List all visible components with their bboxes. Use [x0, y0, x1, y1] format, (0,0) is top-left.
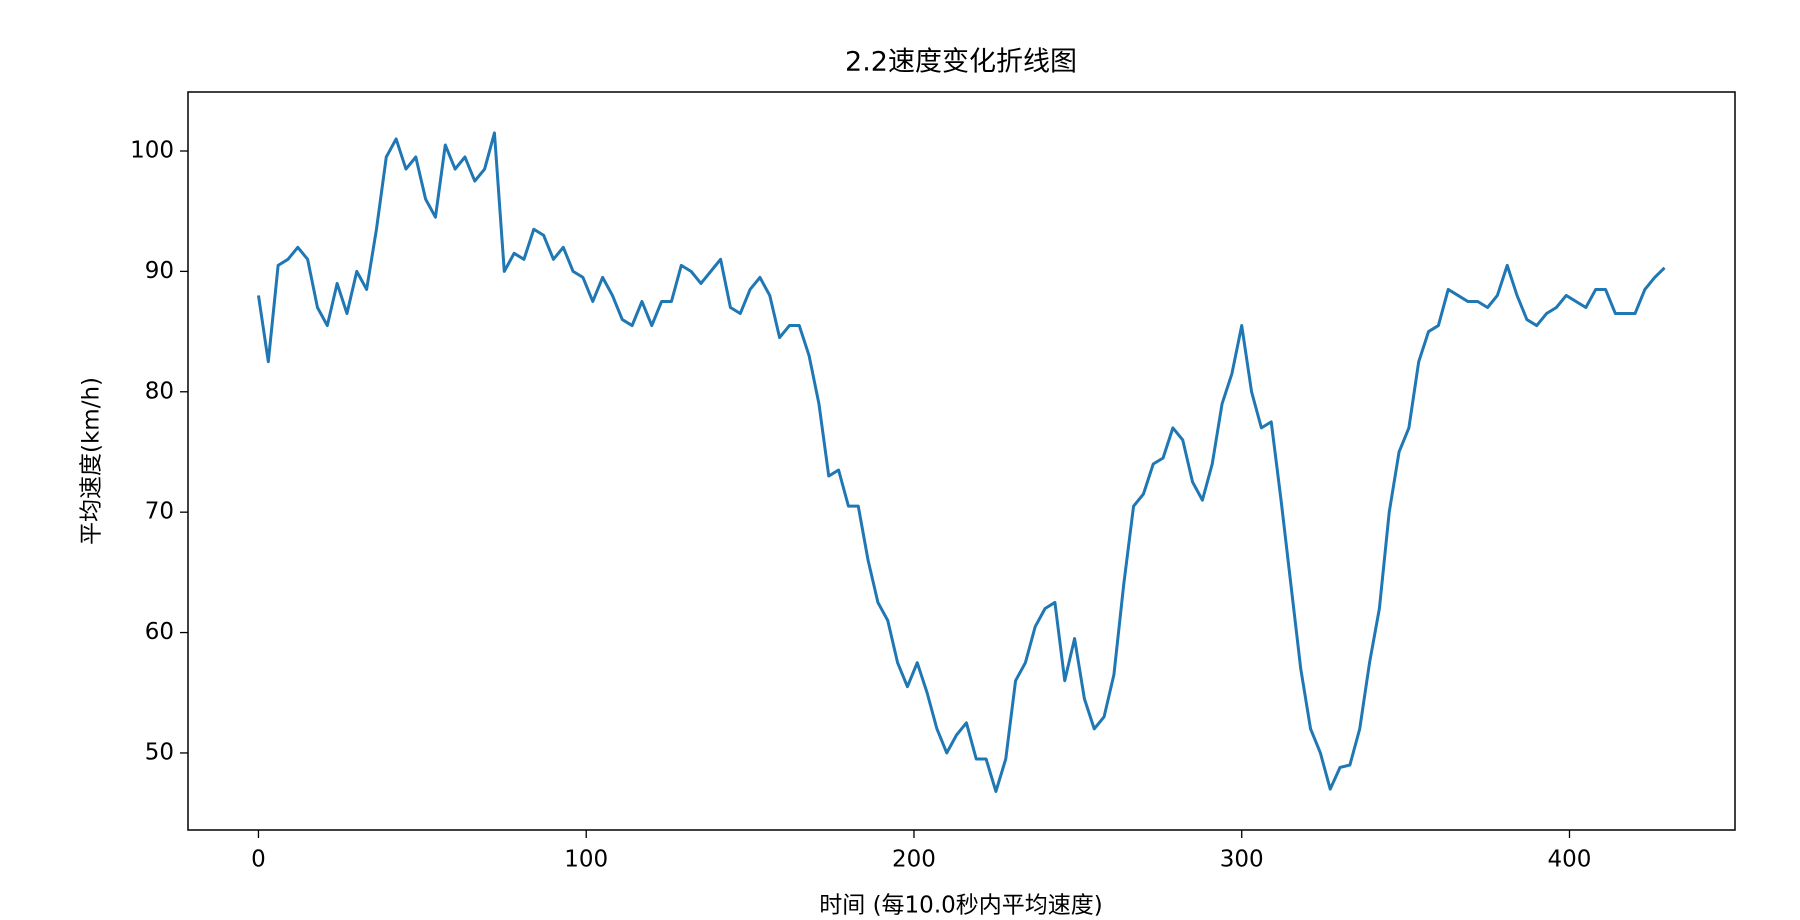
- x-tick-label: 300: [1220, 847, 1264, 873]
- x-axis-label: 时间 (每10.0秒内平均速度): [819, 893, 1102, 919]
- y-tick-label: 90: [145, 258, 174, 284]
- x-tick-label: 400: [1548, 847, 1592, 873]
- plot-frame: [187, 91, 1736, 831]
- y-tick-label: 70: [145, 499, 174, 525]
- y-tick-label: 80: [145, 378, 174, 404]
- y-axis-label: 平均速度(km/h): [79, 377, 105, 545]
- data-line: [256, 131, 1666, 793]
- x-tick-label: 200: [892, 847, 936, 873]
- x-tick-label: 100: [564, 847, 608, 873]
- y-tick-label: 60: [145, 619, 174, 645]
- y-tick-label: 50: [145, 739, 174, 765]
- x-tick-label: 0: [251, 847, 266, 873]
- y-tick-label: 100: [130, 137, 174, 163]
- chart-title: 2.2速度变化折线图: [845, 47, 1077, 78]
